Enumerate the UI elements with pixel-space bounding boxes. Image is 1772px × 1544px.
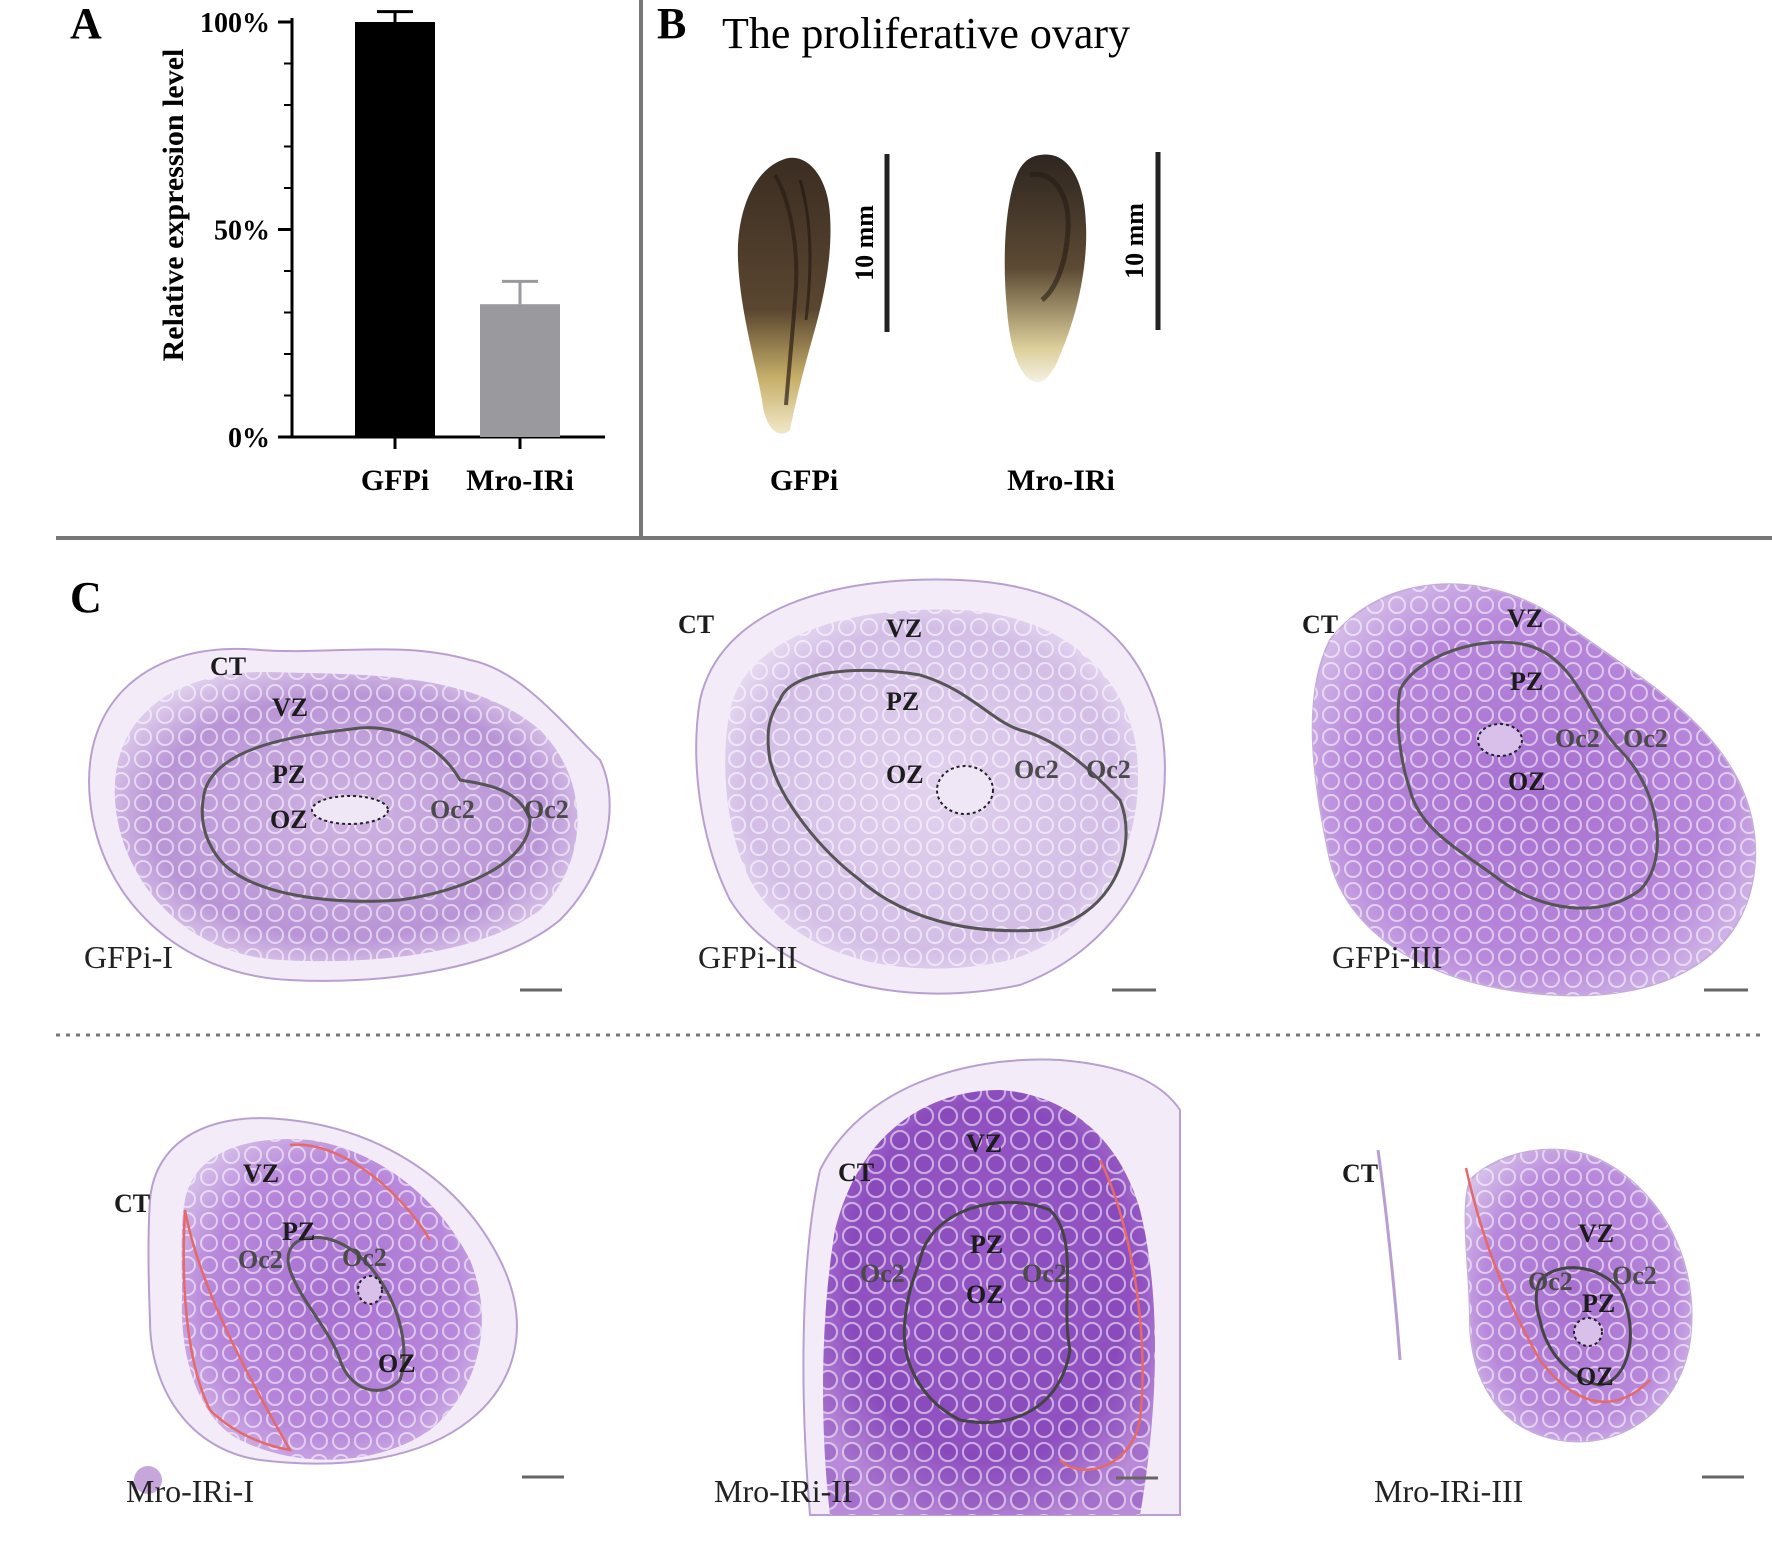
zone-oc2: Oc2: [1623, 724, 1668, 753]
y-tick-label: 100%: [200, 8, 270, 39]
zone-vz: VZ: [1578, 1219, 1614, 1248]
mroiri-ovary-photo: [1004, 154, 1087, 383]
zone-oz: OZ: [886, 760, 924, 789]
zone-pz: PZ: [1582, 1289, 1615, 1318]
zone-oc2: Oc2: [1022, 1259, 1067, 1288]
ovary-label-mroiri: Mro-IRi: [1007, 464, 1115, 497]
zone-oz: OZ: [966, 1280, 1004, 1309]
zone-vz: VZ: [966, 1129, 1002, 1158]
bars: [355, 10, 560, 437]
panel-label-b: B: [657, 0, 686, 48]
zone-vz: VZ: [886, 614, 922, 643]
x-tick-labels: GFPi Mro-IRi: [361, 437, 574, 497]
panel-b-title: The proliferative ovary: [722, 9, 1130, 58]
zone-oc2: Oc2: [524, 795, 569, 824]
zone-oc2: Oc2: [1014, 755, 1059, 784]
zone-oc2: Oc2: [238, 1245, 283, 1274]
y-ticks: 0% 50% 100%: [200, 8, 292, 454]
zone-pz: PZ: [970, 1230, 1003, 1259]
zone-ct: CT: [678, 610, 714, 639]
x-tick-label: GFPi: [361, 464, 429, 497]
sample-label-mroiri-3: Mro-IRi-III: [1374, 1473, 1523, 1509]
panel-label-c: C: [70, 573, 102, 622]
zone-oz: OZ: [270, 805, 308, 834]
zone-oc2: Oc2: [430, 795, 475, 824]
section-mroiri-1: [134, 1117, 564, 1494]
gfpi-ovary-photo: [737, 157, 831, 434]
y-tick-label: 50%: [214, 216, 270, 247]
zone-pz: PZ: [272, 760, 305, 789]
zone-oc2: Oc2: [1086, 755, 1131, 784]
section-mroiri-3: [1376, 1148, 1744, 1479]
zone-vz: VZ: [272, 693, 308, 722]
zone-vz: VZ: [1507, 604, 1543, 633]
panel-a: A Relative expression level 0% 50% 100% GF…: [70, 0, 605, 497]
zone-ct: CT: [114, 1189, 150, 1218]
x-tick-label: Mro-IRi: [466, 464, 574, 497]
y-tick-label: 0%: [228, 423, 270, 454]
zone-ct: CT: [210, 652, 246, 681]
zone-oz: OZ: [378, 1349, 416, 1378]
panel-b: B The proliferative ovary 10 mm GFPi 10 …: [657, 0, 1161, 497]
zone-oz: OZ: [1508, 767, 1546, 796]
zone-oc2: Oc2: [1555, 724, 1600, 753]
zone-oc2: Oc2: [342, 1243, 387, 1272]
zone-oc2: Oc2: [1612, 1261, 1657, 1290]
scale-label-gfpi: 10 mm: [850, 205, 879, 281]
section-gfpi-2: [695, 578, 1166, 995]
section-gfpi-3: [1311, 583, 1757, 997]
zone-vz: VZ: [243, 1159, 279, 1188]
section-mroiri-2: [802, 1058, 1181, 1516]
panel-label-a: A: [70, 0, 102, 48]
ovary-label-gfpi: GFPi: [770, 464, 838, 497]
zone-oc2: Oc2: [1528, 1267, 1573, 1296]
zone-oz: OZ: [1576, 1362, 1614, 1391]
sample-label-gfpi-2: GFPi-II: [698, 939, 798, 975]
bar-gfpi: [355, 22, 435, 437]
sample-label-gfpi-1: GFPi-I: [84, 939, 173, 975]
zone-oc2: Oc2: [860, 1259, 905, 1288]
sample-label-mroiri-2: Mro-IRi-II: [714, 1473, 853, 1509]
scale-label-mroiri: 10 mm: [1120, 203, 1149, 279]
zone-pz: PZ: [1510, 667, 1543, 696]
sample-label-gfpi-3: GFPi-III: [1332, 939, 1442, 975]
y-axis-label: Relative expression level: [157, 49, 190, 362]
bar-mro-iri: [480, 304, 560, 437]
zone-ct: CT: [1342, 1159, 1378, 1188]
zone-ct: CT: [838, 1158, 874, 1187]
section-gfpi-1: [88, 647, 611, 992]
zone-pz: PZ: [282, 1217, 315, 1246]
zone-ct: CT: [1302, 610, 1338, 639]
zone-pz: PZ: [886, 687, 919, 716]
sample-label-mroiri-1: Mro-IRi-I: [126, 1473, 254, 1509]
